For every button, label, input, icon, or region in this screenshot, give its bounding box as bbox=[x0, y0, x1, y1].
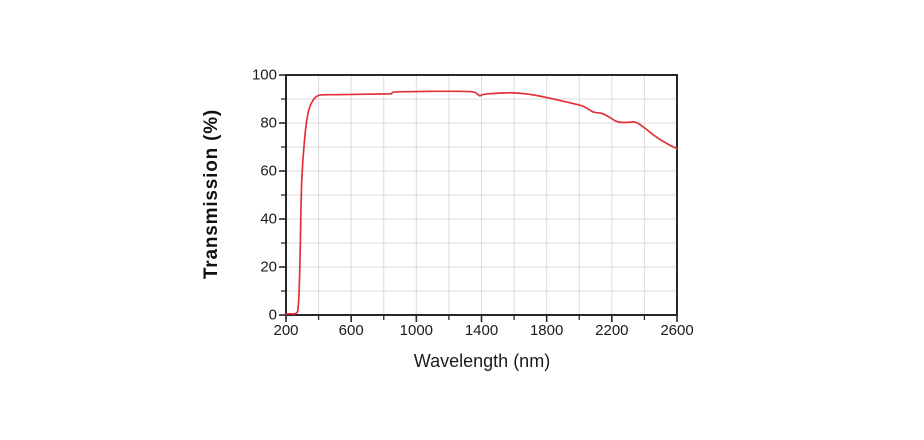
y-tick-label: 80 bbox=[260, 114, 277, 132]
y-tick-label: 40 bbox=[260, 210, 277, 228]
x-axis-title: Wavelength (nm) bbox=[413, 351, 551, 371]
plot-area bbox=[279, 74, 678, 322]
x-tick-label: 1400 bbox=[464, 322, 499, 339]
x-tick-label: 600 bbox=[338, 322, 364, 339]
x-tick-label: 1800 bbox=[529, 322, 564, 339]
y-tick-label: 60 bbox=[260, 162, 277, 180]
plot-frame bbox=[285, 74, 678, 316]
x-tick-label: 1000 bbox=[399, 322, 434, 339]
y-axis-title: Transmission (%) bbox=[201, 108, 222, 280]
x-tick-label: 2600 bbox=[660, 322, 694, 339]
y-tick-label: 100 bbox=[251, 66, 277, 84]
gridlines bbox=[286, 75, 677, 315]
axis-ticks bbox=[279, 74, 678, 322]
x-tick-label: 200 bbox=[273, 322, 299, 339]
y-tick-label: 20 bbox=[260, 258, 277, 276]
y-tick-label: 0 bbox=[268, 306, 277, 324]
x-tick-label: 2200 bbox=[595, 322, 629, 339]
transmission-curve bbox=[285, 90, 678, 315]
